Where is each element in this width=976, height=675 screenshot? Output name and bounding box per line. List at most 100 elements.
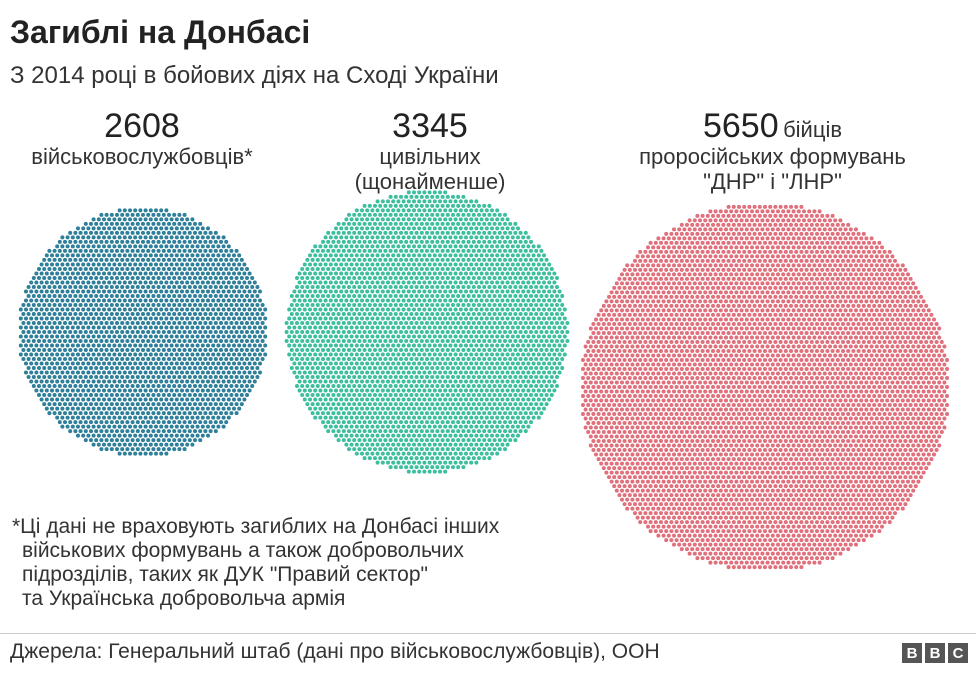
dot-mark: [200, 253, 205, 258]
dot-mark: [151, 267, 156, 271]
dot-mark: [239, 402, 244, 407]
dot-mark: [141, 438, 145, 443]
dot-mark: [159, 451, 164, 456]
dot-mark: [216, 325, 221, 330]
dot-mark: [50, 334, 54, 339]
dot-mark: [331, 303, 336, 307]
dot-mark: [245, 366, 249, 370]
dot-mark: [247, 361, 252, 366]
dot-mark: [187, 267, 192, 271]
dot-mark: [474, 199, 479, 204]
dot-mark: [107, 415, 112, 420]
dot-mark: [471, 375, 476, 379]
dot-mark: [37, 312, 41, 316]
dot-mark: [370, 235, 375, 240]
dot-mark: [76, 397, 80, 402]
dot-mark: [26, 303, 31, 307]
dot-mark: [258, 361, 262, 366]
dot-mark: [65, 370, 70, 375]
dot-mark: [414, 348, 419, 352]
dot-mark: [229, 411, 234, 416]
dot-mark: [169, 433, 174, 438]
dot-mark: [211, 352, 216, 357]
dot-mark: [237, 325, 242, 330]
dot-mark: [318, 289, 323, 294]
dot-mark: [336, 402, 341, 407]
dot-mark: [203, 294, 208, 298]
dot-mark: [146, 357, 151, 361]
dot-mark: [96, 361, 101, 366]
dot-mark: [544, 375, 549, 379]
dot-mark: [308, 253, 312, 258]
dot-mark: [159, 253, 164, 258]
dot-mark: [344, 262, 349, 267]
dot-mark: [815, 222, 819, 227]
dot-mark: [177, 230, 182, 235]
dot-mark: [352, 230, 357, 235]
dot-mark: [386, 217, 390, 222]
dot-mark: [226, 334, 231, 339]
dot-mark: [42, 339, 47, 343]
dot-mark: [419, 194, 424, 199]
dot-mark: [78, 303, 83, 307]
series-circle-2: [581, 204, 949, 570]
dot-mark: [328, 370, 333, 375]
dot-mark: [234, 339, 239, 343]
dot-mark: [367, 230, 372, 235]
dot-mark: [456, 411, 461, 416]
dot-mark: [172, 248, 177, 253]
dot-mark: [167, 248, 171, 253]
dot-mark: [148, 280, 153, 285]
dot-mark: [89, 285, 93, 289]
dot-mark: [399, 312, 403, 316]
dot-mark: [341, 257, 346, 262]
dot-mark: [161, 303, 166, 307]
dot-mark: [239, 339, 244, 343]
dot-mark: [39, 361, 44, 366]
dot-mark: [138, 415, 143, 420]
dot-mark: [211, 325, 216, 330]
dot-mark: [526, 388, 531, 393]
dot-mark: [208, 285, 213, 289]
dot-mark: [464, 325, 468, 330]
dot-mark: [445, 303, 450, 307]
dot-mark: [406, 451, 411, 456]
dot-mark: [430, 221, 435, 226]
dot-mark: [360, 352, 364, 357]
dot-mark: [47, 312, 52, 316]
dot-mark: [102, 397, 106, 402]
dot-mark: [534, 303, 539, 307]
dot-mark: [115, 330, 119, 334]
dot-mark: [187, 303, 192, 307]
dot-mark: [164, 352, 169, 357]
dot-mark: [341, 429, 346, 434]
dot-mark: [146, 267, 151, 271]
dot-mark: [833, 218, 838, 223]
dot-mark: [388, 465, 393, 470]
dot-mark: [52, 321, 57, 325]
dot-mark: [461, 257, 466, 262]
dot-mark: [417, 469, 422, 474]
dot-mark: [177, 239, 182, 244]
dot-mark: [718, 236, 723, 241]
dot-mark: [83, 357, 88, 361]
dot-mark: [375, 199, 380, 204]
dot-mark: [430, 312, 435, 316]
dot-mark: [128, 451, 132, 456]
dot-mark: [182, 357, 187, 361]
dot-mark: [404, 221, 409, 226]
dot-mark: [354, 235, 359, 240]
dot-mark: [451, 221, 455, 226]
dot-mark: [138, 343, 143, 348]
dot-mark: [523, 276, 528, 280]
dot-mark: [435, 248, 440, 253]
dot-mark: [323, 415, 328, 420]
dot-mark: [448, 379, 453, 384]
dot-mark: [492, 330, 497, 334]
dot-mark: [78, 393, 83, 397]
dot-mark: [510, 235, 515, 240]
dot-mark: [135, 438, 140, 443]
chart-title: Загиблі на Донбасі: [10, 14, 311, 50]
dot-mark: [308, 388, 312, 393]
dot-mark: [94, 402, 99, 407]
